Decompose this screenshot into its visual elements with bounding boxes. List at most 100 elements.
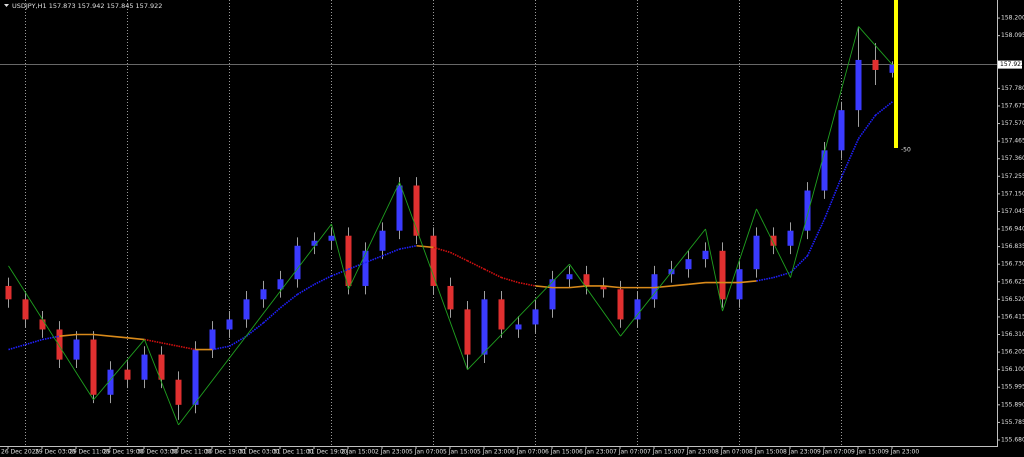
menu-arrow[interactable] bbox=[4, 4, 9, 7]
candle-body bbox=[209, 329, 216, 350]
ma-segment bbox=[875, 101, 893, 116]
ma-segment bbox=[178, 345, 196, 351]
candle-body bbox=[736, 269, 743, 300]
y-tick-label: 156.310 bbox=[1001, 331, 1024, 338]
price-label: 157.922 bbox=[1000, 61, 1024, 68]
x-tick-label: 6 Jan 15:00 bbox=[545, 449, 579, 456]
zigzag-segment bbox=[467, 263, 570, 370]
candle-body bbox=[515, 324, 522, 330]
y-tick-label: 158.095 bbox=[1001, 32, 1024, 39]
y-tick-label: 157.570 bbox=[1001, 120, 1024, 127]
x-tick-label: 30 Dec 19:00 bbox=[205, 449, 246, 456]
candle-body bbox=[481, 299, 488, 355]
ma-segment bbox=[110, 335, 128, 339]
zigzag-segment bbox=[620, 228, 706, 337]
ma-segment bbox=[654, 285, 672, 289]
candle-body bbox=[277, 279, 284, 290]
ma-segment bbox=[314, 275, 332, 285]
y-tick-label: 157.255 bbox=[1001, 173, 1024, 180]
x-tick-label: 29 Dec 11:00 bbox=[69, 449, 110, 456]
zigzag-segment bbox=[8, 265, 94, 401]
candle-body bbox=[447, 285, 454, 310]
ma-segment bbox=[42, 335, 60, 341]
candle-body bbox=[719, 250, 726, 300]
y-tick-label: 156.940 bbox=[1001, 226, 1024, 233]
x-tick-label: 26 Dec 2025 bbox=[1, 449, 40, 456]
zigzag-segment bbox=[790, 26, 859, 278]
candle-body bbox=[124, 369, 131, 380]
x-tick-label: 9 Jan 07:00 bbox=[817, 449, 851, 456]
y-tick-label: 155.995 bbox=[1001, 384, 1024, 391]
y-tick-label: 155.680 bbox=[1001, 436, 1024, 443]
y-tick-label: 157.675 bbox=[1001, 102, 1024, 109]
ma-segment bbox=[501, 276, 519, 284]
ma-segment bbox=[93, 333, 111, 337]
x-tick-label: 7 Jan 15:00 bbox=[647, 449, 681, 456]
ma-segment bbox=[144, 338, 162, 344]
x-tick-label: 5 Jan 23:00 bbox=[477, 449, 511, 456]
candle-body bbox=[600, 285, 607, 290]
ma-segment bbox=[569, 285, 587, 289]
ma-segment bbox=[806, 218, 826, 257]
candle-body bbox=[804, 190, 811, 231]
zigzag-segment bbox=[331, 223, 349, 290]
x-tick-label: 30 Dec 11:00 bbox=[171, 449, 212, 456]
candle-body bbox=[158, 354, 165, 380]
candle-body bbox=[889, 64, 896, 73]
ma-segment bbox=[450, 251, 468, 262]
x-tick-label: 8 Jan 15:00 bbox=[749, 449, 783, 456]
x-tick-label: 9 Jan 23:00 bbox=[885, 449, 919, 456]
y-tick-label: 156.835 bbox=[1001, 243, 1024, 250]
ma-segment bbox=[127, 337, 145, 341]
x-tick-label: 7 Jan 23:00 bbox=[681, 449, 715, 456]
ma-segment bbox=[348, 261, 366, 270]
candle-body bbox=[5, 285, 12, 300]
x-tick-label: 8 Jan 23:00 bbox=[783, 449, 817, 456]
candle-body bbox=[379, 230, 386, 251]
ma-segment bbox=[229, 335, 247, 347]
x-tick-label: 5 Jan 07:00 bbox=[409, 449, 443, 456]
indicator-bar bbox=[894, 0, 898, 148]
ma-segment bbox=[518, 281, 536, 287]
grid bbox=[0, 0, 997, 446]
candle-body bbox=[872, 59, 879, 70]
ma-segment bbox=[262, 307, 282, 324]
plot: -50 bbox=[5, 0, 911, 426]
price-box bbox=[998, 60, 1022, 69]
ma-segment bbox=[399, 244, 417, 250]
ma-segment bbox=[756, 276, 774, 282]
candle-body bbox=[294, 245, 301, 280]
y-tick-label: 157.045 bbox=[1001, 208, 1024, 215]
ma-segment bbox=[688, 281, 706, 286]
candle-body bbox=[396, 185, 403, 231]
x-tick-label: 8 Jan 07:00 bbox=[715, 449, 749, 456]
candle-body bbox=[73, 339, 80, 360]
zigzag-segment bbox=[348, 181, 400, 290]
candle-body bbox=[56, 329, 63, 360]
ma-segment bbox=[416, 244, 434, 249]
y-tick-label: 156.625 bbox=[1001, 278, 1024, 285]
candle-body bbox=[345, 235, 352, 286]
ma-segment bbox=[739, 280, 757, 284]
y-tick-label: 156.520 bbox=[1001, 296, 1024, 303]
ma-segment bbox=[382, 248, 400, 257]
candle-body bbox=[498, 299, 505, 330]
x-tick-label: 2 Jan 23:00 bbox=[375, 449, 409, 456]
y-tick-label: 156.415 bbox=[1001, 313, 1024, 320]
ma-segment bbox=[433, 246, 451, 254]
ma-segment bbox=[840, 138, 860, 178]
ma-segment bbox=[365, 255, 383, 264]
ma-segment bbox=[297, 283, 315, 296]
x-tick-label: 7 Jan 07:00 bbox=[613, 449, 647, 456]
candle-body bbox=[753, 235, 760, 270]
ma-segment bbox=[246, 322, 264, 337]
x-tick-label: 31 Dec 19:00 bbox=[307, 449, 348, 456]
ma-segment bbox=[212, 345, 230, 351]
ma-segment bbox=[789, 255, 809, 274]
x-tick-label: 29 Dec 19:00 bbox=[103, 449, 144, 456]
zigzag-segment bbox=[93, 339, 145, 401]
candle-body bbox=[226, 319, 233, 330]
x-tick-label: 29 Dec 03:00 bbox=[35, 449, 76, 456]
